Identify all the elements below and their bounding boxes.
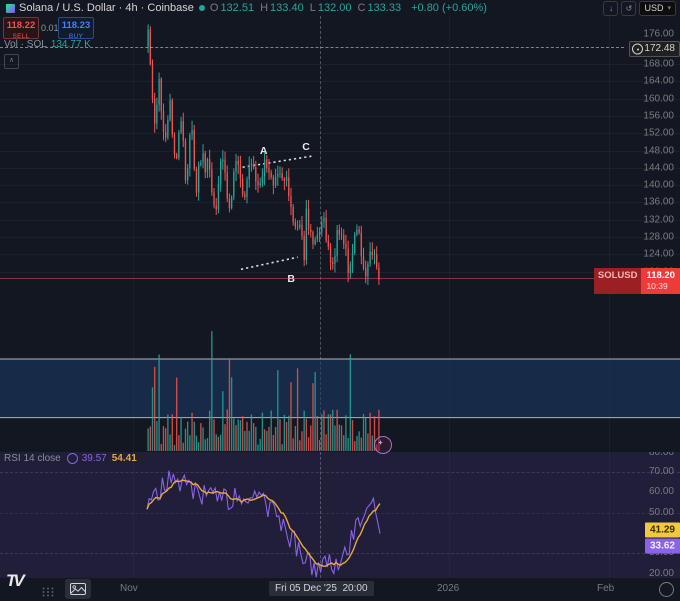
svg-text:B: B [287, 273, 295, 285]
svg-text:C: C [302, 141, 310, 153]
